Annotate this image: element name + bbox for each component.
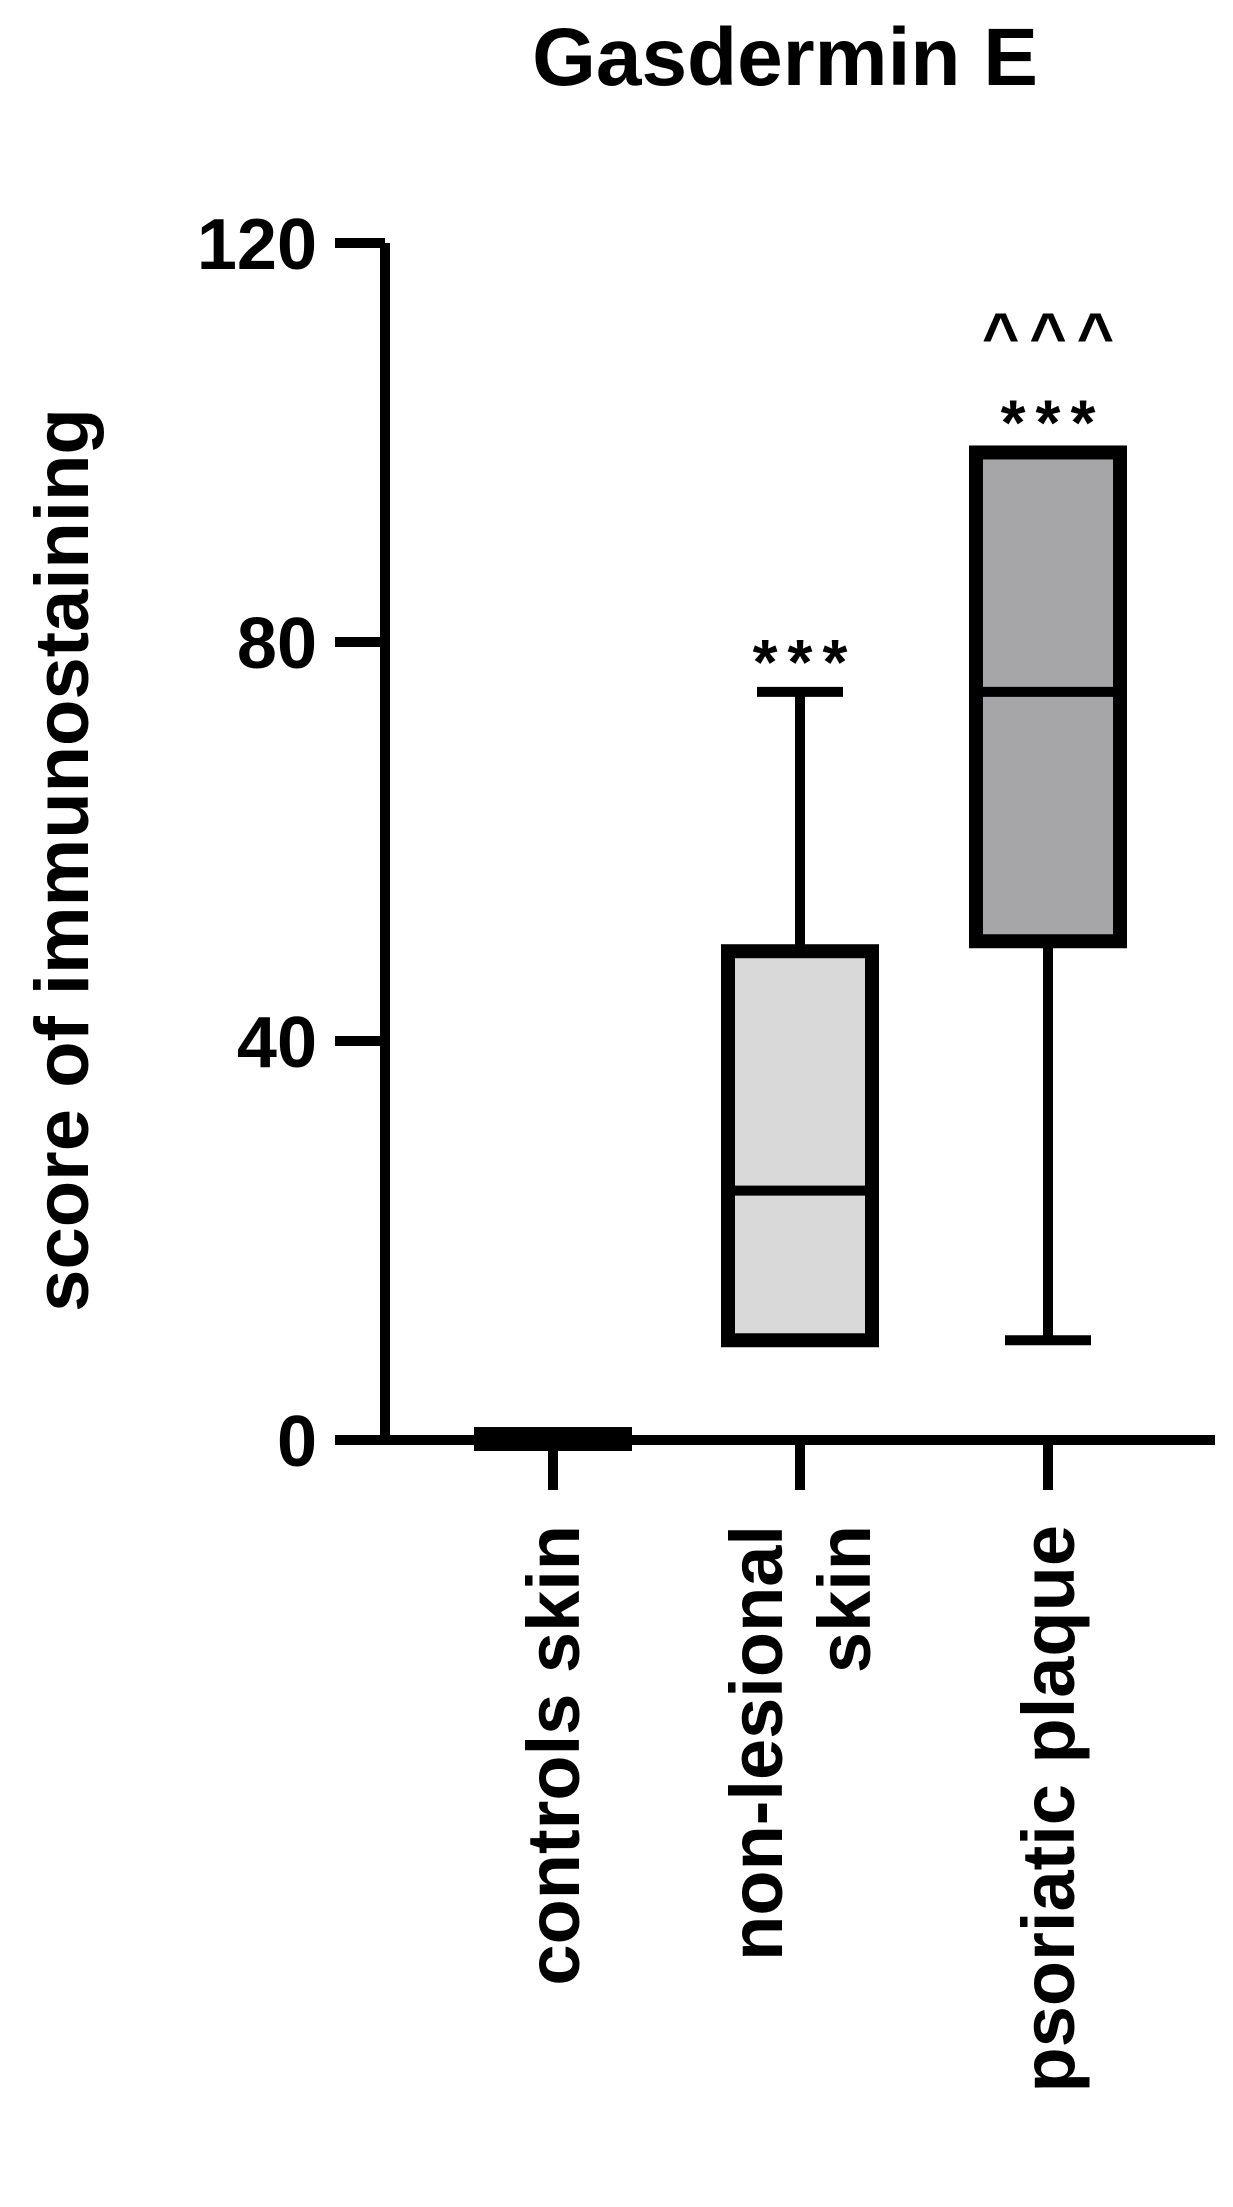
significance-marker: *** bbox=[753, 626, 858, 698]
y-axis-label: score of immunostaining bbox=[20, 408, 105, 1312]
x-category-label: skin bbox=[803, 1525, 886, 1673]
box bbox=[474, 1427, 632, 1451]
boxes: *** *** ^^^ bbox=[474, 299, 1127, 1451]
y-tick-label: 120 bbox=[197, 205, 317, 285]
box-plot bbox=[474, 1427, 632, 1451]
x-category-label: non-lesional bbox=[715, 1525, 798, 1961]
x-category-label: psoriatic plaque bbox=[1007, 1525, 1090, 2092]
significance-marker: ^^^ bbox=[982, 299, 1124, 371]
y-tick-label: 40 bbox=[237, 1003, 317, 1083]
category-labels: controls skin non-lesional skin psoriatic p… bbox=[512, 1525, 1090, 2092]
y-tick-label: 0 bbox=[277, 1402, 317, 1482]
y-tick-label: 80 bbox=[237, 604, 317, 684]
box-plot: *** bbox=[721, 626, 879, 1348]
box bbox=[721, 944, 879, 1348]
x-category-label: controls skin bbox=[512, 1525, 595, 1986]
chart-title: Gasdermin E bbox=[532, 12, 1038, 103]
box-plot: *** ^^^ bbox=[969, 299, 1127, 1346]
significance-marker: *** bbox=[1001, 386, 1106, 458]
